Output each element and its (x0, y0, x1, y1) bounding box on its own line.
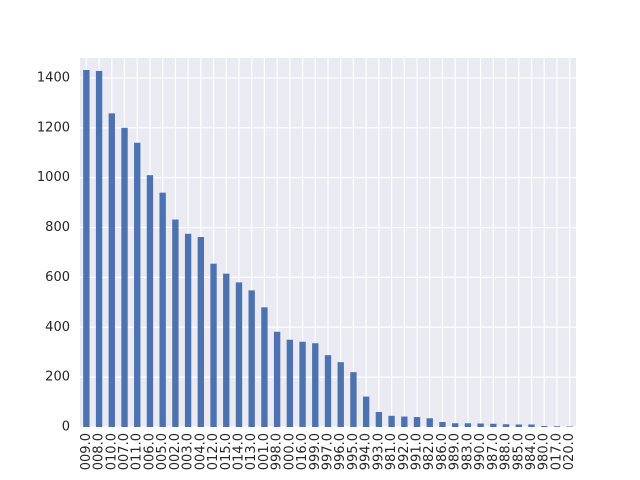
bar-982.0 (426, 418, 433, 427)
bar-013.0 (248, 290, 255, 427)
x-tick-label: 984.0 (524, 433, 539, 470)
x-tick-label: 980.0 (537, 433, 552, 470)
x-tick-label: 004.0 (193, 433, 208, 470)
y-tick-label: 200 (45, 370, 70, 385)
x-tick-label: 015.0 (219, 433, 234, 470)
x-tick-label: 001.0 (257, 433, 272, 470)
x-tick-label: 988.0 (499, 433, 514, 470)
bar-983.0 (464, 423, 472, 427)
x-tick-label: 005.0 (155, 433, 170, 470)
bar-985.0 (515, 424, 522, 427)
x-tick-label: 011.0 (130, 433, 145, 470)
x-tick-label: 006.0 (142, 433, 157, 470)
x-tick-label: 991.0 (410, 433, 425, 470)
bar-993.0 (375, 412, 383, 427)
x-tick-label: 016.0 (295, 433, 310, 470)
bar-998.0 (273, 331, 281, 427)
bar-001.0 (261, 307, 268, 427)
bar-010.0 (108, 113, 115, 427)
y-tick-label: 0 (62, 420, 70, 435)
x-tick-label: 010.0 (104, 433, 119, 470)
x-tick-label: 020.0 (562, 433, 577, 470)
x-tick-label: 995.0 (346, 433, 361, 470)
x-tick-label: 996.0 (333, 433, 348, 470)
x-tick-label: 012.0 (206, 433, 221, 470)
bar-986.0 (439, 422, 446, 427)
x-tick-label: 000.0 (282, 433, 297, 470)
bar-990.0 (477, 423, 484, 427)
x-tick-label: 983.0 (460, 433, 475, 470)
bar-014.0 (235, 282, 243, 427)
bar-995.0 (350, 372, 357, 427)
x-tick-label: 985.0 (511, 433, 526, 470)
y-tick-label: 600 (45, 270, 70, 285)
y-tick-label: 1000 (37, 170, 70, 185)
bar-996.0 (337, 362, 344, 427)
y-axis-tick-labels: 0 200 400 600 800 1000 1200 1400 (37, 70, 70, 434)
x-tick-label: 008.0 (92, 433, 107, 470)
x-tick-label: 017.0 (549, 433, 564, 470)
x-tick-label: 003.0 (181, 433, 196, 470)
x-tick-label: 990.0 (473, 433, 488, 470)
x-tick-label: 987.0 (486, 433, 501, 470)
bar-000.0 (286, 339, 294, 427)
bar-994.0 (362, 396, 370, 427)
y-tick-label: 1200 (37, 120, 70, 135)
bar-989.0 (452, 423, 459, 427)
x-tick-label: 989.0 (448, 433, 463, 470)
bar-981.0 (388, 415, 395, 427)
x-tick-label: 992.0 (397, 433, 412, 470)
x-tick-label: 999.0 (308, 433, 323, 470)
bar-015.0 (223, 273, 230, 427)
x-tick-label: 007.0 (117, 433, 132, 470)
bar-999.0 (312, 343, 319, 427)
bar-987.0 (490, 423, 497, 427)
x-tick-label: 993.0 (371, 433, 386, 470)
x-tick-label: 002.0 (168, 433, 183, 470)
x-tick-label: 981.0 (384, 433, 399, 470)
x-tick-label: 997.0 (321, 433, 336, 470)
bar-991.0 (413, 417, 421, 427)
x-tick-label: 982.0 (422, 433, 437, 470)
x-tick-label: 986.0 (435, 433, 450, 470)
x-tick-label: 014.0 (231, 433, 246, 470)
bar-009.0 (83, 69, 90, 428)
bar-984.0 (528, 424, 535, 427)
x-tick-label: 994.0 (359, 433, 374, 470)
x-tick-label: 009.0 (79, 433, 94, 470)
y-tick-label: 800 (45, 220, 70, 235)
bar-004.0 (197, 237, 204, 427)
x-tick-label: 998.0 (270, 433, 285, 470)
bar-008.0 (95, 70, 103, 427)
bar-997.0 (324, 355, 332, 427)
bar-011.0 (134, 142, 141, 427)
bars (83, 69, 573, 428)
y-tick-label: 400 (45, 320, 70, 335)
bar-012.0 (210, 263, 217, 427)
bar-980.0 (541, 426, 548, 427)
bar-992.0 (401, 416, 408, 427)
bar-988.0 (502, 424, 510, 427)
bar-007.0 (121, 127, 128, 427)
bar-006.0 (146, 175, 154, 427)
x-tick-label: 013.0 (244, 433, 259, 470)
bar-005.0 (159, 192, 166, 427)
x-axis-tick-labels: 009.0008.0010.0007.0011.0006.0005.0002.0… (79, 433, 577, 470)
y-tick-label: 1400 (37, 70, 70, 85)
bar-016.0 (299, 341, 306, 427)
bar-003.0 (184, 233, 192, 427)
bar-002.0 (172, 219, 179, 427)
bar-017.0 (553, 426, 561, 427)
